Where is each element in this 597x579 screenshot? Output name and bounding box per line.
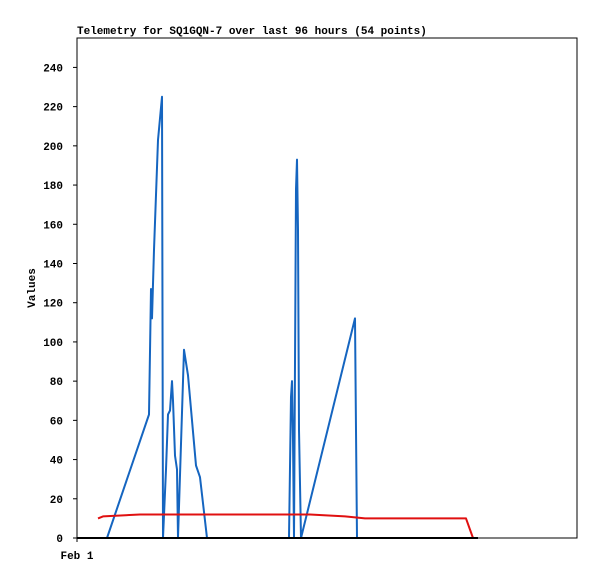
y-tick-label: 80 [50,377,63,389]
y-tick-label: 220 [43,103,63,115]
y-tick-label: 240 [43,63,63,75]
x-tick-label: Feb 1 [60,551,93,563]
y-tick-label: 140 [43,259,63,271]
y-axis-label: Values [27,268,39,308]
y-tick-label: 40 [50,456,63,468]
y-tick-label: 200 [43,142,63,154]
y-tick-label: 20 [50,495,63,507]
y-tick-label: 0 [56,534,63,546]
series-line [97,513,474,539]
y-tick-label: 60 [50,416,63,428]
series-line [106,95,358,539]
y-tick-label: 180 [43,181,63,193]
y-tick-label: 100 [43,338,63,350]
y-tick-label: 120 [43,299,63,311]
y-tick-label: 160 [43,220,63,232]
chart-title: Telemetry for SQ1GQN-7 over last 96 hour… [77,26,427,38]
